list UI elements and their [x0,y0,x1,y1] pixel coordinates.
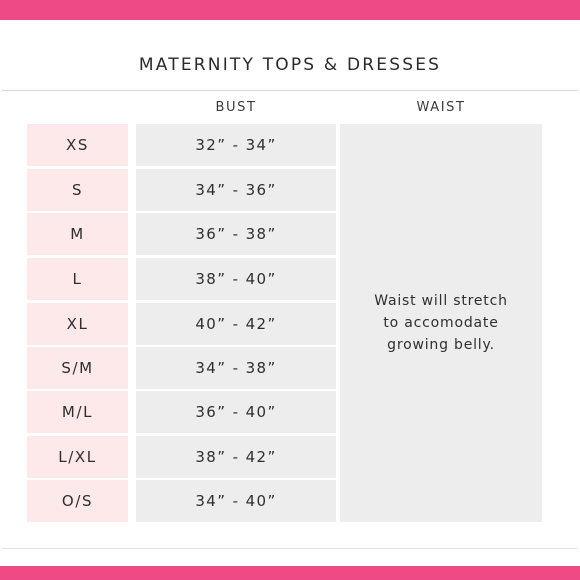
size-label: L [27,258,128,300]
size-chart-title: MATERNITY TOPS & DRESSES [138,55,442,75]
bottom-pink-band [0,566,580,580]
bottom-divider [2,548,578,549]
size-label: M/L [27,391,128,433]
bust-range: 32” - 34” [136,124,336,166]
size-label: XS [27,124,128,166]
title-divider [2,90,578,91]
bust-range: 38” - 40” [136,258,336,300]
waist-note: Waist will stretch to accomodate growing… [374,293,508,353]
bust-range: 34” - 40” [136,480,336,522]
bust-range: 40” - 42” [136,303,336,345]
size-label: O/S [27,480,128,522]
bust-range: 34” - 38” [136,347,336,389]
column-header-bust: BUST [215,100,257,115]
bust-range: 38” - 42” [136,436,336,478]
size-label: M [27,213,128,255]
column-header-waist: WAIST [416,100,466,115]
bust-range: 34” - 36” [136,169,336,211]
bust-range: 36” - 38” [136,213,336,255]
size-label: XL [27,303,128,345]
size-label: L/XL [27,436,128,478]
size-label: S [27,169,128,211]
top-pink-band [0,0,580,20]
size-label: S/M [27,347,128,389]
bust-range: 36” - 40” [136,391,336,433]
waist-note-cell: Waist will stretch to accomodate growing… [340,124,542,522]
